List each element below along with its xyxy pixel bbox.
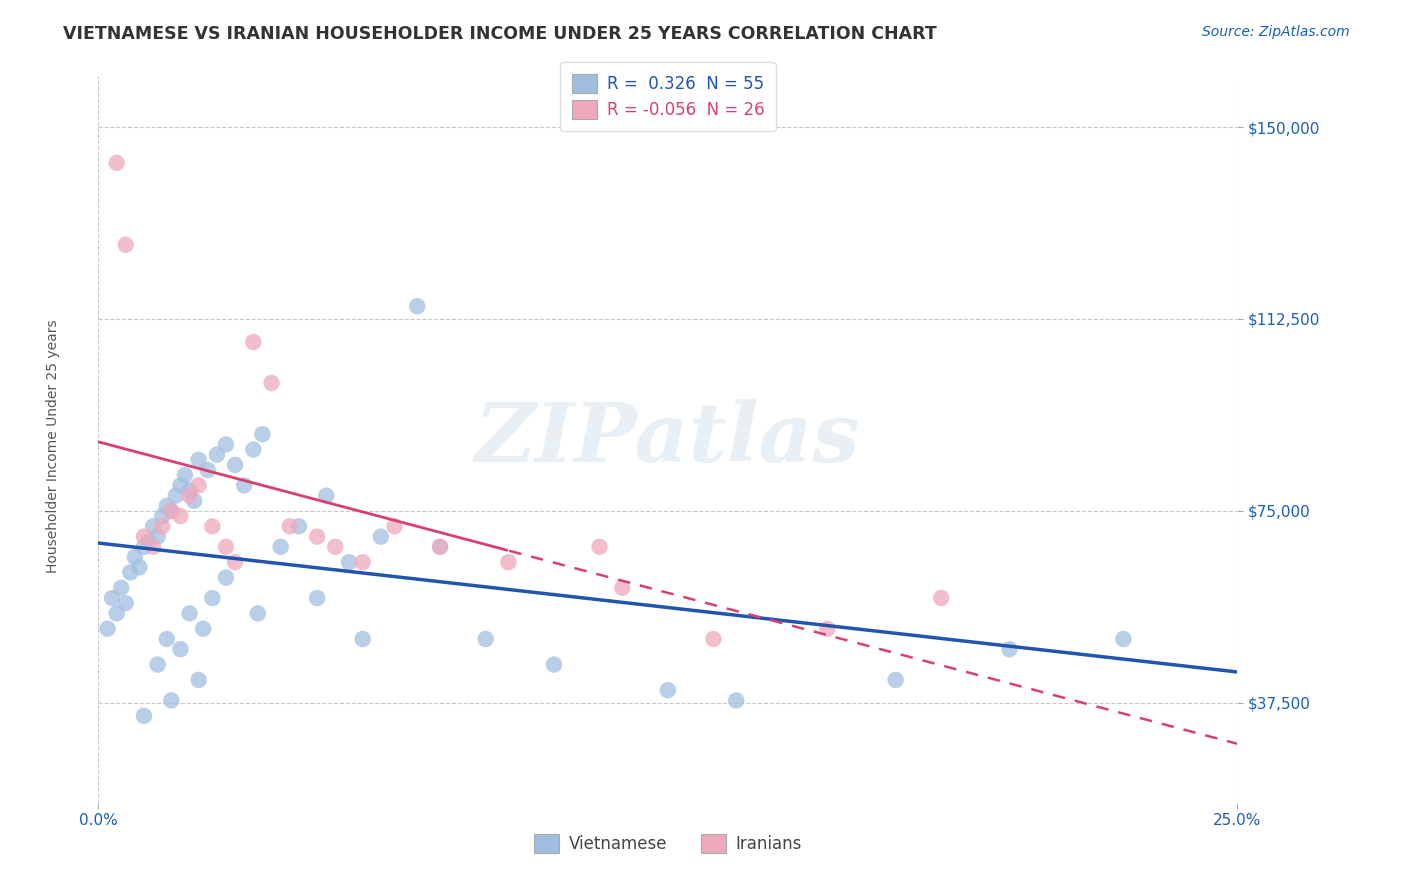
Point: [246, 607, 269, 621]
Point: [96, 622, 118, 636]
Point: [146, 530, 169, 544]
Point: [260, 376, 283, 390]
Point: [657, 683, 679, 698]
Point: [179, 483, 201, 498]
Point: [101, 591, 124, 605]
Point: [165, 489, 187, 503]
Point: [156, 499, 179, 513]
Point: [288, 519, 311, 533]
Point: [215, 540, 238, 554]
Point: [124, 550, 146, 565]
Point: [307, 591, 329, 605]
Point: [929, 591, 952, 605]
Point: [725, 693, 748, 707]
Point: [179, 607, 201, 621]
Point: [323, 540, 346, 554]
Point: [150, 509, 173, 524]
Text: ZIPatlas: ZIPatlas: [475, 400, 860, 479]
Point: [474, 632, 496, 646]
Point: [142, 519, 165, 533]
Point: [252, 427, 274, 442]
Point: [146, 657, 169, 672]
Point: [337, 555, 360, 569]
Point: [150, 519, 173, 533]
Point: [169, 509, 191, 524]
Point: [128, 560, 150, 574]
Point: [114, 596, 136, 610]
Point: [429, 540, 451, 554]
Point: [815, 622, 838, 636]
Point: [352, 632, 374, 646]
Point: [612, 581, 634, 595]
Point: [406, 299, 429, 313]
Point: [110, 581, 132, 595]
Text: Householder Income Under 25 years: Householder Income Under 25 years: [46, 319, 60, 573]
Point: [114, 237, 136, 252]
Point: [242, 442, 264, 457]
Point: [201, 591, 224, 605]
Point: [215, 570, 238, 584]
Point: [120, 566, 142, 580]
Point: [160, 693, 183, 707]
Point: [179, 489, 201, 503]
Point: [315, 489, 337, 503]
Point: [174, 468, 197, 483]
Point: [187, 452, 209, 467]
Point: [205, 448, 228, 462]
Point: [160, 504, 183, 518]
Point: [138, 534, 160, 549]
Point: [201, 519, 224, 533]
Point: [429, 540, 451, 554]
Point: [224, 458, 246, 472]
Point: [884, 673, 907, 687]
Point: [278, 519, 301, 533]
Text: Source: ZipAtlas.com: Source: ZipAtlas.com: [1202, 25, 1350, 39]
Point: [183, 493, 205, 508]
Point: [1112, 632, 1135, 646]
Point: [187, 673, 209, 687]
Point: [156, 632, 179, 646]
Point: [132, 530, 155, 544]
Point: [169, 642, 191, 657]
Legend: Vietnamese, Iranians: Vietnamese, Iranians: [527, 827, 808, 860]
Point: [105, 607, 128, 621]
Point: [105, 156, 128, 170]
Point: [132, 708, 155, 723]
Point: [588, 540, 610, 554]
Point: [215, 437, 238, 451]
Point: [142, 540, 165, 554]
Point: [132, 540, 155, 554]
Point: [370, 530, 392, 544]
Point: [384, 519, 406, 533]
Point: [233, 478, 256, 492]
Point: [224, 555, 246, 569]
Point: [702, 632, 724, 646]
Point: [352, 555, 374, 569]
Point: [307, 530, 329, 544]
Text: VIETNAMESE VS IRANIAN HOUSEHOLDER INCOME UNDER 25 YEARS CORRELATION CHART: VIETNAMESE VS IRANIAN HOUSEHOLDER INCOME…: [63, 25, 936, 43]
Point: [169, 478, 191, 492]
Point: [498, 555, 520, 569]
Point: [270, 540, 292, 554]
Point: [242, 334, 264, 349]
Point: [543, 657, 565, 672]
Point: [187, 478, 209, 492]
Point: [193, 622, 215, 636]
Point: [998, 642, 1021, 657]
Point: [197, 463, 219, 477]
Point: [160, 504, 183, 518]
